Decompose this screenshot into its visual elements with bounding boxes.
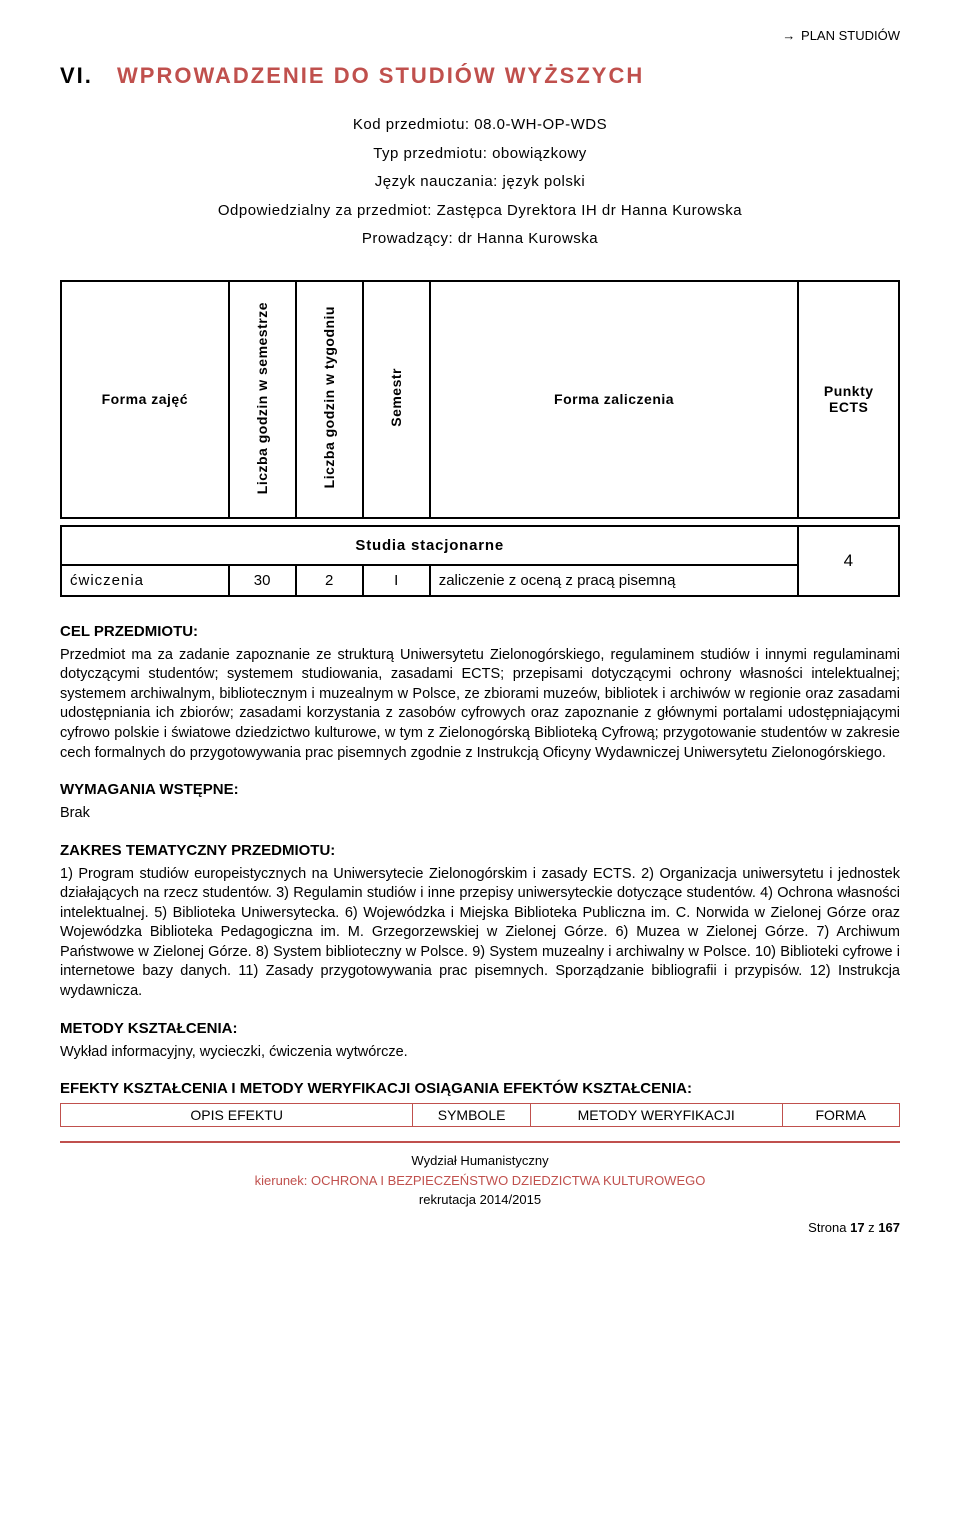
row-forma: ćwiczenia	[61, 565, 229, 596]
efekty-table: OPIS EFEKTU SYMBOLE METODY WERYFIKACJI F…	[60, 1103, 900, 1127]
footer-line1: Wydział Humanistyczny	[60, 1151, 900, 1171]
title-text: WPROWADZENIE DO STUDIÓW WYŻSZYCH	[117, 63, 644, 88]
efekty-c3: METODY WERYFIKACJI	[530, 1104, 782, 1127]
hcol-ects: Punkty ECTS	[798, 281, 899, 518]
efekty-c2: SYMBOLE	[413, 1104, 530, 1127]
hcol-semestr: Semestr	[363, 281, 430, 518]
data-table: Studia stacjonarne 4 ćwiczenia 30 2 I za…	[60, 525, 900, 597]
hcol-zaliczenie: Forma zaliczenia	[430, 281, 799, 518]
odp-value: Zastępca Dyrektora IH dr Hanna Kurowska	[437, 202, 742, 219]
page-container: → PLAN STUDIÓW VI. WPROWADZENIE DO STUDI…	[0, 0, 960, 1255]
jezyk-value: język polski	[503, 173, 586, 190]
prow-value: dr Hanna Kurowska	[458, 230, 598, 247]
top-link-text: PLAN STUDIÓW	[801, 28, 900, 43]
efekty-c1: OPIS EFEKTU	[61, 1104, 413, 1127]
page-mid: z	[865, 1220, 879, 1235]
top-link[interactable]: → PLAN STUDIÓW	[60, 28, 900, 43]
hcol-forma: Forma zajęć	[61, 281, 229, 518]
row-godz-sem: 30	[229, 565, 296, 596]
jezyk-label: Język nauczania:	[375, 173, 498, 190]
main-title: VI. WPROWADZENIE DO STUDIÓW WYŻSZYCH	[60, 63, 900, 89]
hcol-godz-sem: Liczba godzin w semestrze	[229, 281, 296, 518]
wym-heading: WYMAGANIA WSTĘPNE:	[60, 781, 900, 798]
wym-text: Brak	[60, 804, 900, 824]
meta-kod: Kod przedmiotu: 08.0-WH-OP-WDS	[60, 111, 900, 140]
meta-typ: Typ przedmiotu: obowiązkowy	[60, 140, 900, 169]
page-tot: 167	[878, 1220, 900, 1235]
metody-text: Wykład informacyjny, wycieczki, ćwiczeni…	[60, 1043, 900, 1063]
zakres-heading: ZAKRES TEMATYCZNY PRZEDMIOTU:	[60, 842, 900, 859]
hcol-godz-tyg: Liczba godzin w tygodniu	[296, 281, 363, 518]
efekty-heading: EFEKTY KSZTAŁCENIA I METODY WERYFIKACJI …	[60, 1080, 900, 1097]
footer-separator	[60, 1141, 900, 1143]
page-pre: Strona	[808, 1220, 850, 1235]
zakres-text: 1) Program studiów europeistycznych na U…	[60, 865, 900, 1002]
ects-value: 4	[798, 526, 899, 596]
meta-odp: Odpowiedzialny za przedmiot: Zastępca Dy…	[60, 197, 900, 226]
footer-line3: rekrutacja 2014/2015	[60, 1190, 900, 1210]
page-cur: 17	[850, 1220, 864, 1235]
prow-label: Prowadzący:	[362, 230, 453, 247]
title-roman: VI.	[60, 63, 93, 88]
odp-label: Odpowiedzialny za przedmiot:	[218, 202, 432, 219]
typ-label: Typ przedmiotu:	[373, 145, 487, 162]
kod-label: Kod przedmiotu:	[353, 116, 470, 133]
header-table: Forma zajęć Liczba godzin w semestrze Li…	[60, 280, 900, 519]
meta-prow: Prowadzący: dr Hanna Kurowska	[60, 225, 900, 254]
typ-value: obowiązkowy	[492, 145, 587, 162]
row-semestr: I	[363, 565, 430, 596]
footer-line2: kierunek: OCHRONA I BEZPIECZEŃSTWO DZIED…	[60, 1171, 900, 1191]
page-number: Strona 17 z 167	[60, 1220, 900, 1235]
arrow-icon: →	[782, 28, 795, 43]
efekty-c4: FORMA	[782, 1104, 899, 1127]
kod-value: 08.0-WH-OP-WDS	[474, 116, 607, 133]
metody-heading: METODY KSZTAŁCENIA:	[60, 1020, 900, 1037]
meta-jezyk: Język nauczania: język polski	[60, 168, 900, 197]
cel-heading: CEL PRZEDMIOTU:	[60, 623, 900, 640]
cel-text: Przedmiot ma za zadanie zapoznanie ze st…	[60, 646, 900, 763]
footer: Wydział Humanistyczny kierunek: OCHRONA …	[60, 1151, 900, 1210]
studia-label: Studia stacjonarne	[61, 526, 798, 565]
row-zaliczenie: zaliczenie z oceną z pracą pisemną	[430, 565, 799, 596]
meta-block: Kod przedmiotu: 08.0-WH-OP-WDS Typ przed…	[60, 111, 900, 254]
row-godz-tyg: 2	[296, 565, 363, 596]
